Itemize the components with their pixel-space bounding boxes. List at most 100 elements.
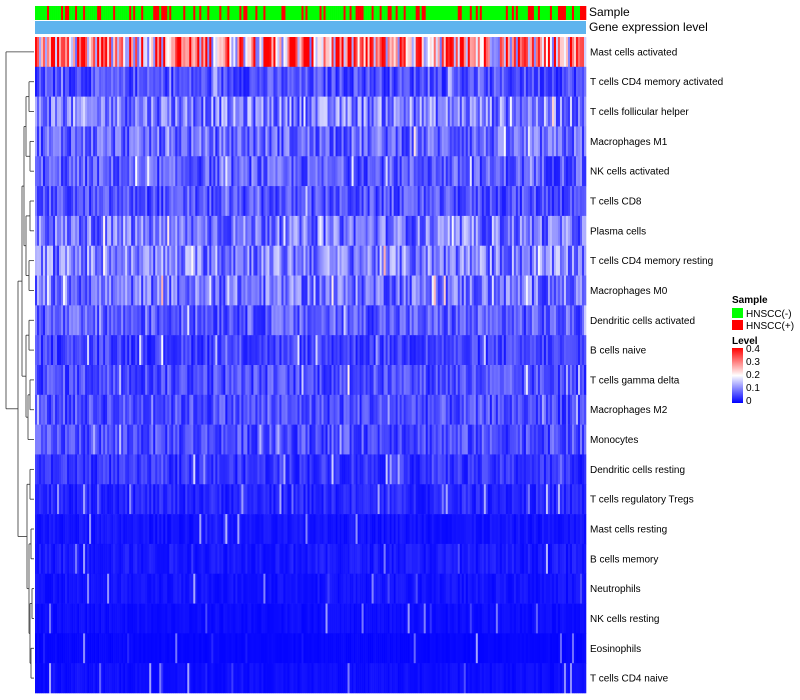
heatmap-cell [37, 424, 40, 455]
heatmap-cell [549, 186, 553, 217]
heatmap-cell [211, 156, 214, 187]
heatmap-cell [121, 215, 124, 247]
heatmap-cell [295, 245, 298, 276]
heatmap-cell [241, 245, 244, 276]
heatmap-cell [247, 96, 250, 127]
heatmap-cell [145, 514, 148, 545]
heatmap-cell [459, 365, 463, 396]
heatmap-cell [547, 305, 551, 336]
heatmap-cell [71, 215, 74, 247]
heatmap-cell [359, 215, 362, 247]
heatmap-cell [129, 245, 132, 276]
heatmap-cell [379, 66, 382, 97]
heatmap-cell [477, 514, 481, 545]
heatmap-cell [517, 484, 521, 515]
heatmap-cell [203, 305, 206, 336]
heatmap-cell [573, 484, 577, 515]
heatmap-cell [557, 215, 561, 247]
heatmap-cell [163, 156, 166, 187]
heatmap-cell [439, 275, 443, 306]
heatmap-cell [495, 245, 499, 276]
heatmap-cell [247, 335, 250, 366]
heatmap-cell [371, 66, 374, 97]
heatmap-cell [105, 96, 108, 127]
heatmap-cell [105, 454, 108, 485]
heatmap-cell [443, 305, 447, 336]
heatmap-cell [245, 66, 248, 97]
heatmap-cell [419, 126, 422, 157]
heatmap-cell [117, 514, 120, 545]
heatmap-cell [271, 37, 274, 68]
heatmap-cell [253, 37, 256, 68]
heatmap-cell [121, 365, 124, 396]
heatmap-cell [513, 305, 517, 336]
heatmap-cell [531, 484, 535, 515]
heatmap-cell [161, 126, 164, 157]
heatmap-cell [421, 245, 424, 276]
heatmap-cell [95, 215, 98, 247]
heatmap-cell [115, 394, 118, 425]
heatmap-cell [569, 335, 573, 366]
sample-cell [497, 6, 501, 20]
heatmap-cell [467, 37, 471, 68]
heatmap-cell [77, 484, 80, 515]
heatmap-cell [193, 514, 196, 545]
heatmap-cell [369, 335, 372, 366]
heatmap-cell [584, 37, 587, 68]
heatmap-cell [269, 126, 272, 157]
heatmap-cell [83, 394, 86, 425]
heatmap-cell [429, 365, 433, 396]
heatmap-cell [507, 37, 511, 68]
heatmap-cell [317, 484, 320, 515]
heatmap-cell [427, 37, 431, 68]
heatmap-cell [325, 66, 328, 97]
heatmap-cell [303, 335, 306, 366]
heatmap-cell [219, 96, 222, 127]
heatmap-cell [557, 186, 561, 217]
heatmap-cell [511, 66, 515, 97]
heatmap-cell [495, 424, 499, 455]
heatmap-cell [167, 365, 170, 396]
heatmap-cell [387, 394, 390, 425]
heatmap-cell [515, 186, 519, 217]
heatmap-cell [479, 275, 483, 306]
heatmap-cell [91, 126, 94, 157]
heatmap-cell [533, 156, 537, 187]
heatmap-cell [471, 96, 475, 127]
heatmap-cell [223, 156, 226, 187]
sample-cell [427, 6, 431, 20]
heatmap-cell [41, 365, 44, 396]
heatmap-cell [571, 156, 575, 187]
heatmap-cell [501, 275, 505, 306]
heatmap-cell [339, 156, 342, 187]
heatmap-cell [381, 484, 384, 515]
heatmap-cell [53, 186, 56, 217]
heatmap-cell [485, 156, 489, 187]
heatmap-cell [441, 424, 445, 455]
heatmap-cell [177, 96, 180, 127]
heatmap-cell [283, 335, 286, 366]
heatmap-cell [217, 484, 220, 515]
heatmap-cell [325, 275, 328, 306]
heatmap-cell [477, 305, 481, 336]
heatmap-cell [471, 305, 475, 336]
sample-cell [461, 6, 465, 20]
heatmap-cell [265, 126, 268, 157]
heatmap-cell [55, 275, 58, 306]
heatmap-cell [541, 156, 545, 187]
heatmap-cell [139, 37, 142, 68]
sample-cell [393, 6, 396, 20]
heatmap-cell [93, 245, 96, 276]
heatmap-cell [437, 156, 441, 187]
heatmap-cell [425, 96, 429, 127]
heatmap-cell [387, 484, 390, 515]
heatmap-cell [429, 514, 433, 545]
heatmap-cell [209, 424, 212, 455]
heatmap-cell [307, 156, 310, 187]
heatmap-cell [295, 514, 298, 545]
heatmap-cell [191, 484, 194, 515]
heatmap-cell [323, 245, 326, 276]
heatmap-cell [241, 37, 244, 68]
heatmap-cell [387, 245, 390, 276]
heatmap-cell [481, 305, 485, 336]
